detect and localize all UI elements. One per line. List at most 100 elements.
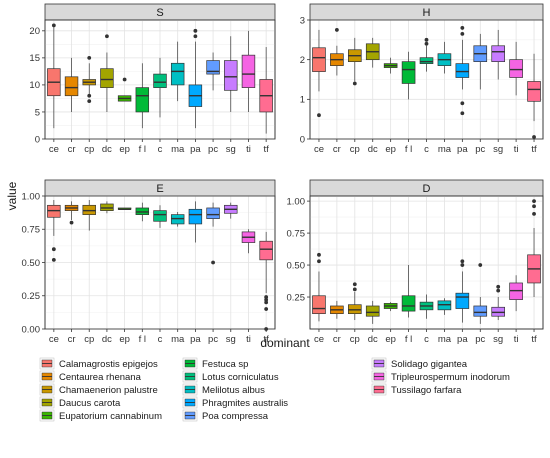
box-cr <box>64 57 79 112</box>
box-body <box>312 47 326 72</box>
box-c <box>419 37 434 72</box>
x-tick-label: ep <box>119 334 130 345</box>
x-tick-label: ti <box>514 334 519 345</box>
box-cr <box>330 28 344 76</box>
outlier-point <box>317 252 321 257</box>
outlier-point <box>51 23 56 28</box>
box-c <box>153 205 167 228</box>
x-tick-label: pc <box>208 144 218 155</box>
x-tick-label: dc <box>102 144 112 155</box>
box-dc <box>100 201 114 214</box>
outlier-point <box>352 81 357 86</box>
outlier-point <box>122 77 127 82</box>
box-ce <box>312 252 326 322</box>
box-body <box>100 68 114 88</box>
y-tick-label: 0.25 <box>287 292 306 303</box>
outlier-point <box>69 220 74 225</box>
box-body <box>401 61 416 84</box>
legend-label: Melilotus albus <box>202 385 265 396</box>
box-body <box>153 73 167 88</box>
legend-item: Centaurea rhenana <box>39 370 142 383</box>
box-pc <box>206 52 220 91</box>
panel-H: H 0 1 2 3 ce cr cp dc ep f l c ma pa pc sg ti tf <box>300 3 544 155</box>
x-tick-label: pa <box>190 334 201 345</box>
x-tick-label: cr <box>68 334 76 345</box>
box-ep <box>117 207 132 211</box>
y-tick-label: 15 <box>29 53 40 64</box>
box-cr <box>330 300 344 319</box>
x-tick-label: ti <box>246 144 251 155</box>
legend-item: Solidago gigantea <box>371 357 468 370</box>
x-tick-label: sg <box>226 334 236 345</box>
box-body <box>241 54 256 88</box>
legend-item: Tripleurospermum inodorum <box>371 370 510 383</box>
outlier-point <box>460 26 465 30</box>
box-f l <box>401 265 416 318</box>
legend-item: Melilotus albus <box>182 383 265 396</box>
y-tick-label: 1.00 <box>287 196 306 207</box>
outlier-point <box>87 93 92 98</box>
box-f l <box>135 63 150 129</box>
y-tick-label: 1 <box>300 95 305 106</box>
box-body <box>401 295 416 312</box>
box-c <box>419 294 434 319</box>
box-sg <box>224 36 238 112</box>
x-tick-label: cr <box>333 144 341 155</box>
box-body <box>455 63 470 78</box>
x-tick-label: dc <box>368 334 378 345</box>
box-cr <box>64 201 79 225</box>
x-tick-label: ma <box>171 144 185 155</box>
outlier-point <box>193 28 198 33</box>
outlier-point <box>532 212 536 216</box>
box-body <box>473 305 488 317</box>
box-pa <box>455 259 470 323</box>
box-body <box>365 305 380 317</box>
box-sg <box>491 29 505 80</box>
legend-item: Festuca sp <box>182 357 248 370</box>
legend-label: Solidago gigantea <box>391 359 468 370</box>
box-body <box>64 76 79 97</box>
legend-item: Daucus carota <box>39 396 121 409</box>
box-body <box>135 87 150 113</box>
y-tick-label: 5 <box>35 107 40 118</box>
x-tick-label: ce <box>314 334 324 345</box>
box-sg <box>224 202 238 219</box>
box-tf <box>259 47 273 134</box>
x-tick-label: sg <box>493 144 503 155</box>
outlier-point <box>460 31 465 36</box>
box-body <box>153 210 167 222</box>
box-tf <box>259 231 273 331</box>
x-tick-label: pa <box>457 334 468 345</box>
box-f l <box>135 202 150 222</box>
x-tick-label: cr <box>68 144 76 155</box>
x-tick-label: c <box>158 144 163 155</box>
box-ep <box>117 77 132 102</box>
outlier-point <box>460 101 465 106</box>
legend-label: Tussilago farfara <box>391 385 462 396</box>
outlier-point <box>317 259 321 264</box>
y-tick-label: 0.50 <box>22 258 41 269</box>
x-tick-label: dc <box>368 144 378 155</box>
panel-strip-label: D <box>423 183 431 195</box>
x-tick-label: f l <box>139 334 146 345</box>
box-pc <box>473 263 488 324</box>
box-ti <box>241 30 256 112</box>
box-f l <box>401 51 416 100</box>
box-ep <box>383 302 398 312</box>
panel-strip-label: E <box>156 183 163 195</box>
outlier-point <box>317 113 321 118</box>
x-tick-label: cp <box>350 144 360 155</box>
x-tick-label: f l <box>405 334 412 345</box>
y-tick-label: 0.00 <box>22 324 41 335</box>
x-tick-label: pa <box>457 144 468 155</box>
outlier-point <box>460 259 465 264</box>
box-body <box>491 45 505 62</box>
legend-item: Calamagrostis epigejos <box>39 357 158 370</box>
legend-label: Eupatorium cannabinum <box>59 411 162 422</box>
legend-item: Poa compressa <box>182 409 269 422</box>
box-body <box>170 62 185 86</box>
outlier-point <box>87 99 92 104</box>
x-tick-label: ep <box>119 144 130 155</box>
x-tick-label: c <box>158 334 163 345</box>
outlier-point <box>87 55 92 60</box>
